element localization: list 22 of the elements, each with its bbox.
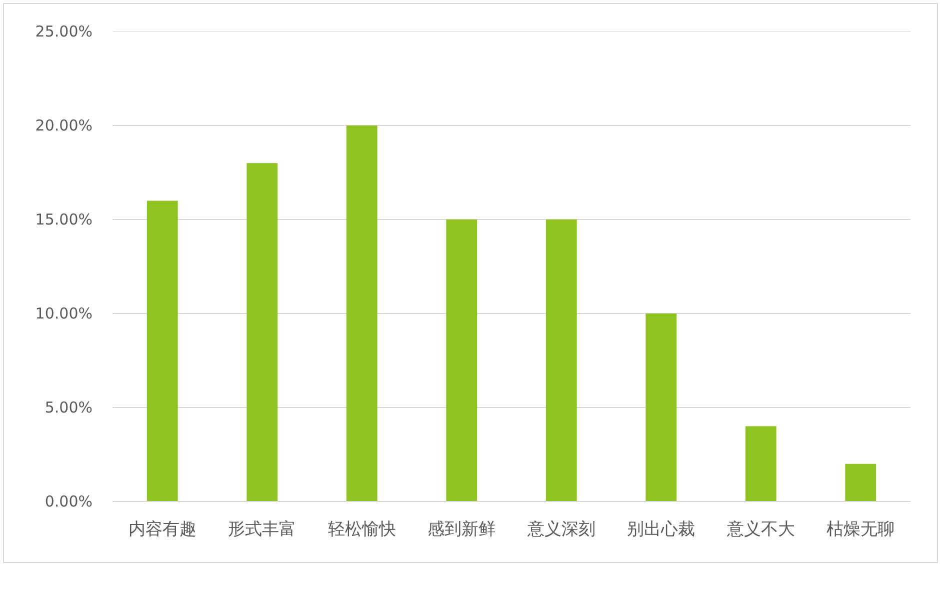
x-tick-label: 别出心裁	[627, 520, 696, 540]
x-tick-label: 枯燥无聊	[826, 520, 895, 540]
x-tick-label: 形式丰富	[228, 520, 296, 540]
x-tick-label: 意义深刻	[526, 520, 596, 540]
y-tick-label: 5.00%	[44, 398, 93, 416]
bar	[745, 426, 776, 502]
bar	[446, 220, 478, 502]
y-tick-label: 20.00%	[35, 116, 93, 134]
bar	[346, 126, 378, 502]
bar	[845, 464, 876, 502]
bar	[546, 220, 577, 502]
bar	[646, 314, 677, 502]
x-tick-label: 轻松愉快	[328, 520, 396, 540]
y-tick-label: 10.00%	[35, 304, 93, 322]
y-tick-label: 15.00%	[35, 210, 93, 228]
y-tick-label: 25.00%	[35, 22, 93, 40]
x-tick-label: 意义不大	[726, 520, 795, 540]
bar	[146, 200, 178, 502]
bar	[246, 163, 278, 502]
y-tick-label: 0.00%	[44, 492, 93, 510]
x-tick-label: 感到新鲜	[428, 520, 496, 540]
x-tick-label: 内容有趣	[128, 520, 196, 540]
